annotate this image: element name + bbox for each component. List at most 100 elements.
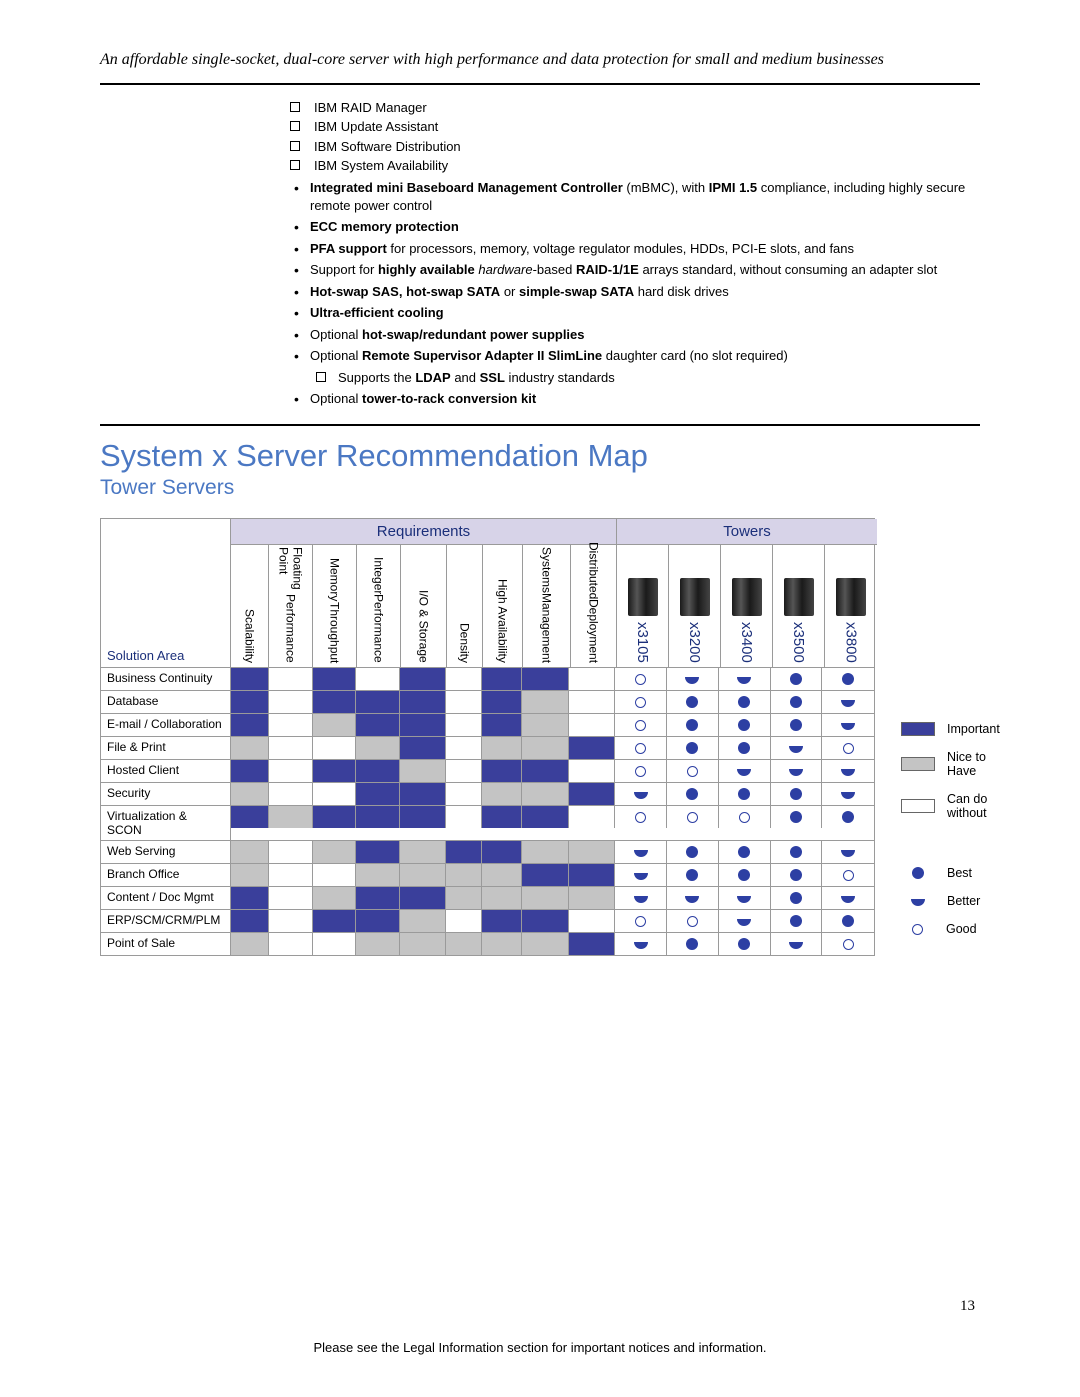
- best-icon: [790, 696, 802, 708]
- list-item: ECC memory protection: [290, 218, 980, 236]
- best-icon: [686, 742, 698, 754]
- better-icon: [737, 769, 751, 776]
- rating-cell: [719, 783, 771, 805]
- rating-cell: [615, 933, 667, 955]
- better-icon: [634, 850, 648, 857]
- better-icon: [841, 700, 855, 707]
- requirement-cell: [522, 806, 570, 828]
- best-icon: [738, 719, 750, 731]
- better-icon: [634, 873, 648, 880]
- requirement-cell: [400, 760, 446, 782]
- table-row: Hosted Client: [101, 759, 874, 782]
- requirement-cell: [569, 933, 615, 955]
- row-label: Content / Doc Mgmt: [101, 887, 231, 909]
- requirement-cell: [400, 737, 446, 759]
- table-row: Web Serving: [101, 840, 874, 863]
- requirements-header: Requirements: [231, 519, 617, 545]
- feature-list: IBM RAID ManagerIBM Update AssistantIBM …: [290, 99, 980, 408]
- requirement-cell: [522, 668, 570, 690]
- good-icon: [687, 766, 698, 777]
- requirement-cell: [231, 760, 269, 782]
- rating-cell: [822, 783, 874, 805]
- requirement-cell: [231, 933, 269, 955]
- requirement-cell: [482, 714, 522, 736]
- requirement-cell: [356, 887, 400, 909]
- requirement-cell: [482, 760, 522, 782]
- better-icon: [789, 746, 803, 753]
- legend: Important Nice to Have Can do without Be…: [901, 708, 1000, 956]
- better-icon: [841, 723, 855, 730]
- row-label: Virtualization & SCON: [101, 806, 231, 840]
- better-icon: [737, 919, 751, 926]
- rating-cell: [719, 887, 771, 909]
- requirement-cell: [356, 760, 400, 782]
- rating-cell: [822, 760, 874, 782]
- best-icon: [738, 938, 750, 950]
- rating-cell: [822, 841, 874, 863]
- rating-cell: [771, 691, 823, 713]
- requirement-cell: [313, 691, 357, 713]
- table-row: ERP/SCM/CRM/PLM: [101, 909, 874, 932]
- rating-cell: [667, 864, 719, 886]
- tower-column-header: x3500: [773, 545, 825, 667]
- table-row: Point of Sale: [101, 932, 874, 955]
- better-icon: [737, 896, 751, 903]
- column-header: SystemsManagement: [523, 545, 571, 667]
- best-icon: [686, 938, 698, 950]
- requirement-cell: [446, 714, 482, 736]
- rating-cell: [667, 714, 719, 736]
- requirement-cell: [400, 864, 446, 886]
- rating-cell: [615, 737, 667, 759]
- requirement-cell: [569, 864, 615, 886]
- requirement-cell: [482, 783, 522, 805]
- column-header: I/O & Storage: [401, 545, 447, 667]
- rating-cell: [667, 841, 719, 863]
- requirement-cell: [482, 910, 522, 932]
- best-icon: [842, 673, 854, 685]
- rating-cell: [667, 783, 719, 805]
- requirement-cell: [446, 760, 482, 782]
- requirement-cell: [522, 841, 570, 863]
- requirement-cell: [231, 737, 269, 759]
- rating-cell: [771, 668, 823, 690]
- rating-cell: [719, 910, 771, 932]
- row-label: Business Continuity: [101, 668, 231, 690]
- rating-cell: [822, 864, 874, 886]
- requirement-cell: [482, 887, 522, 909]
- column-header: DistributedDeployment: [571, 545, 617, 667]
- best-icon: [686, 719, 698, 731]
- list-item: IBM RAID Manager: [314, 99, 980, 117]
- rating-cell: [667, 806, 719, 828]
- best-icon: [738, 742, 750, 754]
- better-icon: [841, 769, 855, 776]
- best-icon: [686, 869, 698, 881]
- good-icon: [635, 916, 646, 927]
- recommendation-map: Solution AreaRequirementsScalabilityFloa…: [100, 518, 875, 956]
- requirement-cell: [313, 864, 357, 886]
- requirement-cell: [356, 864, 400, 886]
- requirement-cell: [269, 864, 313, 886]
- better-icon: [737, 677, 751, 684]
- requirement-cell: [522, 910, 570, 932]
- requirement-cell: [269, 760, 313, 782]
- rating-cell: [822, 933, 874, 955]
- rating-cell: [615, 783, 667, 805]
- requirement-cell: [231, 887, 269, 909]
- requirement-cell: [313, 668, 357, 690]
- best-icon: [790, 811, 802, 823]
- requirement-cell: [569, 668, 615, 690]
- best-icon: [686, 696, 698, 708]
- rating-cell: [771, 841, 823, 863]
- section-title: System x Server Recommendation Map: [100, 438, 980, 474]
- legend-good: Good: [901, 922, 1000, 936]
- rating-cell: [615, 910, 667, 932]
- requirement-cell: [400, 841, 446, 863]
- requirement-cell: [446, 783, 482, 805]
- table-row: Virtualization & SCON: [101, 805, 874, 840]
- requirement-cell: [522, 691, 570, 713]
- good-icon: [635, 766, 646, 777]
- rating-cell: [667, 760, 719, 782]
- requirement-cell: [356, 841, 400, 863]
- requirement-cell: [569, 714, 615, 736]
- rating-cell: [822, 806, 874, 828]
